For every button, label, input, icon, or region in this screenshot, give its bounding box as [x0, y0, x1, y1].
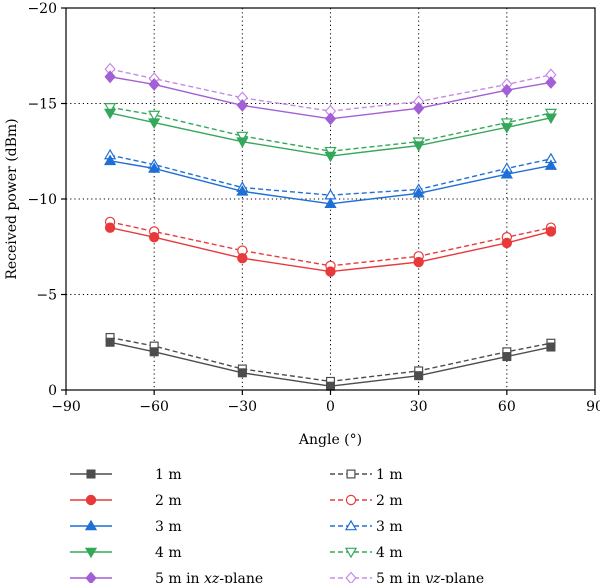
- x-tick-label: −60: [139, 399, 169, 415]
- legend-marker: [84, 519, 98, 531]
- legend-marker: [345, 571, 357, 583]
- data-point: [500, 123, 513, 134]
- x-axis-title: Angle (°): [298, 432, 362, 448]
- data-point: [105, 337, 115, 347]
- x-tick-label: 30: [410, 399, 428, 415]
- legend-marker: [85, 571, 97, 583]
- legend: 1 m 2 m 3 m 4 m 5 m in xz-plane 1 m 2 m 3 m 4 m 5…: [70, 467, 484, 583]
- data-point: [104, 222, 116, 233]
- data-point: [237, 253, 248, 264]
- x-tick-label: 0: [326, 399, 335, 415]
- data-point: [148, 77, 160, 91]
- series-solid-5-m-in-xz-plane: [104, 70, 557, 126]
- legend-item: 5 m in yz-plane: [330, 571, 484, 583]
- legend-marker: [84, 547, 98, 559]
- data-point: [236, 185, 249, 196]
- data-point: [324, 197, 337, 209]
- legend-label: 3 m: [376, 519, 403, 535]
- legend-marker: [86, 469, 96, 479]
- legend-label: 4 m: [376, 545, 403, 561]
- data-point: [148, 162, 161, 173]
- x-tick-label: −30: [228, 399, 258, 415]
- data-point: [501, 83, 513, 97]
- legend-marker: [344, 519, 358, 531]
- legend-item: 2 m: [330, 493, 403, 509]
- data-point: [413, 101, 425, 115]
- data-point: [500, 167, 513, 179]
- y-tick-label: −5: [36, 288, 57, 304]
- data-point: [413, 256, 424, 268]
- data-point: [546, 342, 556, 352]
- data-point: [325, 381, 336, 391]
- legend-label: 1 m: [376, 467, 403, 483]
- legend-marker: [345, 494, 357, 506]
- series-solid-3-m: [103, 154, 558, 209]
- legend-marker: [346, 469, 356, 479]
- data-point: [544, 159, 558, 170]
- data-point: [544, 113, 558, 125]
- legend-item: 1 m: [70, 467, 182, 483]
- data-point: [148, 231, 160, 243]
- x-tick-label: −90: [51, 399, 81, 415]
- legend-label: 2 m: [376, 493, 403, 509]
- data-point: [103, 103, 117, 114]
- legend-item: 3 m: [330, 519, 403, 535]
- data-point: [149, 347, 159, 357]
- series-solid-2-m: [104, 222, 557, 277]
- y-tick-label: 0: [48, 383, 57, 399]
- data-point: [148, 110, 161, 122]
- y-axis-title: Received power (dBm): [4, 118, 20, 279]
- legend-item: 2 m: [70, 493, 182, 509]
- series-hollow-1-m: [105, 332, 556, 386]
- data-point: [324, 112, 337, 126]
- data-point: [237, 368, 247, 378]
- series-solid-1-m: [105, 337, 556, 391]
- plot-series: [103, 62, 558, 391]
- legend-item: 4 m: [330, 545, 403, 561]
- data-point: [545, 226, 557, 237]
- legend-label: 4 m: [155, 545, 182, 561]
- legend-item: 5 m in xz-plane: [70, 571, 263, 583]
- data-point: [104, 70, 116, 84]
- data-point: [236, 137, 249, 148]
- legend-label: 2 m: [155, 493, 182, 509]
- data-point: [325, 266, 336, 277]
- legend-marker: [85, 494, 97, 506]
- legend-label: 3 m: [155, 519, 182, 535]
- data-point: [501, 237, 513, 249]
- legend-marker: [344, 547, 358, 559]
- x-tick-label: 60: [498, 399, 516, 415]
- series-solid-4-m: [103, 108, 558, 163]
- data-point: [502, 352, 512, 362]
- legend-item: 3 m: [70, 519, 182, 535]
- axes: −90 −60 −30 0 30 60 90 0 −5 −10 −15 −20 Angle (°) Rec…: [4, 1, 600, 448]
- legend-item: 4 m: [70, 545, 182, 561]
- data-point: [412, 187, 425, 198]
- legend-label: 5 m in yz-plane: [376, 571, 484, 583]
- data-point: [414, 371, 424, 381]
- data-point: [148, 118, 161, 129]
- data-point: [103, 154, 117, 166]
- data-point: [236, 131, 249, 143]
- grid-lines: [66, 8, 595, 390]
- data-point: [236, 98, 248, 112]
- y-tick-label: −15: [27, 97, 57, 113]
- y-tick-label: −10: [27, 192, 57, 208]
- legend-label: 1 m: [155, 467, 182, 483]
- data-point: [412, 141, 425, 152]
- y-tick-label: −20: [27, 1, 57, 17]
- legend-label: 5 m in xz-plane: [155, 571, 263, 583]
- legend-item: 1 m: [330, 467, 403, 483]
- data-point: [103, 108, 117, 120]
- data-point: [545, 76, 557, 89]
- x-tick-label: 90: [586, 399, 600, 415]
- data-point: [324, 151, 337, 163]
